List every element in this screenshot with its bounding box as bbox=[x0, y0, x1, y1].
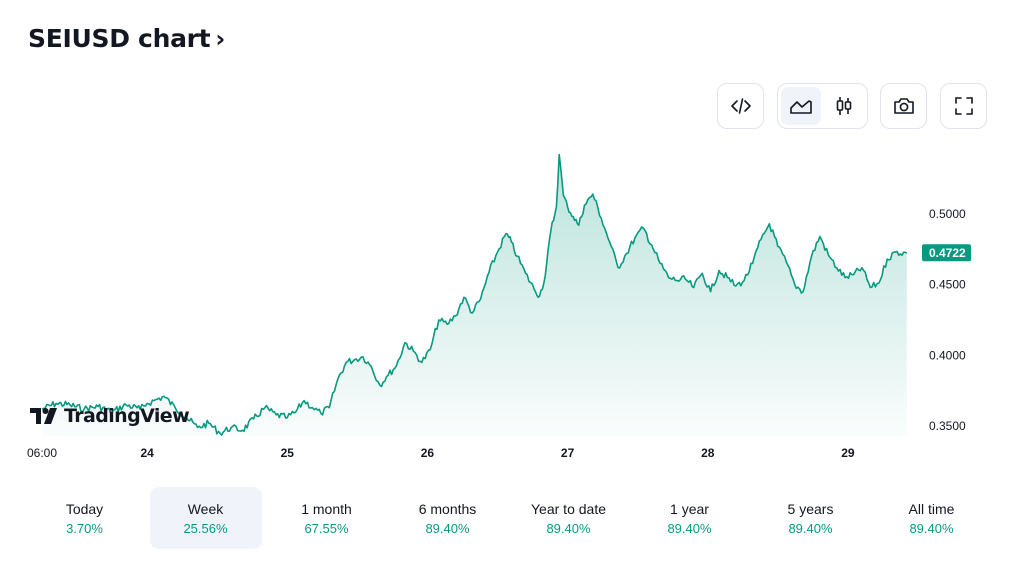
page-title[interactable]: SEIUSD chart › bbox=[28, 24, 225, 53]
y-tick-label: 0.3500 bbox=[929, 419, 966, 433]
period-1-year[interactable]: 1 year 89.40% bbox=[634, 487, 746, 549]
fullscreen-button[interactable] bbox=[940, 83, 987, 129]
x-tick-label: 06:00 bbox=[27, 446, 57, 460]
candlestick-icon bbox=[836, 97, 852, 115]
y-tick-label: 0.4500 bbox=[929, 278, 966, 292]
x-tick-label: 24 bbox=[140, 446, 154, 460]
area-chart-icon bbox=[789, 100, 812, 114]
page-title-text[interactable]: SEIUSD chart bbox=[28, 24, 211, 53]
fullscreen-icon bbox=[954, 97, 973, 115]
tradingview-logo-text: TradingView bbox=[64, 405, 190, 427]
tradingview-logo-icon bbox=[30, 408, 57, 424]
period-label: Year to date bbox=[531, 500, 606, 517]
period-change: 3.70% bbox=[66, 520, 103, 536]
period-change: 89.40% bbox=[667, 520, 712, 536]
period-5-years[interactable]: 5 years 89.40% bbox=[755, 487, 867, 549]
x-tick-label: 28 bbox=[701, 446, 715, 460]
price-chart[interactable]: 0.3500 0.4000 0.4500 0.5000 0.4722 06:00 24 25… bbox=[0, 140, 1024, 470]
period-change: 89.40% bbox=[788, 520, 833, 536]
period-label: Today bbox=[65, 500, 104, 517]
screenshot-button[interactable] bbox=[880, 83, 927, 129]
period-week[interactable]: Week 25.56% bbox=[149, 487, 262, 549]
y-tick-label: 0.4000 bbox=[929, 348, 966, 362]
period-label: 1 year bbox=[670, 500, 709, 517]
period-change: 89.40% bbox=[425, 520, 470, 536]
period-all-time[interactable]: All time 89.40% bbox=[876, 487, 988, 549]
period-selector: Today 3.70% Week 25.56% 1 month 67.55% 6 month… bbox=[28, 487, 996, 549]
x-tick-label: 26 bbox=[421, 446, 435, 460]
period-label: All time bbox=[908, 500, 955, 517]
y-tick-label: 0.5000 bbox=[929, 207, 966, 221]
chevron-right-icon[interactable]: › bbox=[215, 24, 225, 53]
price-area-fill bbox=[42, 154, 907, 436]
area-chart-button[interactable] bbox=[781, 87, 821, 125]
period-year-to-date[interactable]: Year to date 89.40% bbox=[513, 487, 625, 549]
embed-button[interactable] bbox=[717, 83, 764, 129]
tradingview-logo[interactable]: TradingView bbox=[30, 405, 190, 427]
price-line bbox=[41, 153, 908, 436]
period-change: 89.40% bbox=[546, 520, 591, 536]
period-label: 5 years bbox=[787, 500, 834, 517]
x-tick-label: 25 bbox=[281, 446, 295, 460]
period-today[interactable]: Today 3.70% bbox=[29, 487, 141, 549]
camera-icon bbox=[893, 98, 914, 114]
period-6-months[interactable]: 6 months 89.40% bbox=[392, 487, 504, 549]
embed-code-icon bbox=[730, 98, 751, 114]
period-label: 1 month bbox=[301, 500, 352, 517]
x-tick-label: 29 bbox=[841, 446, 855, 460]
period-change: 25.56% bbox=[183, 520, 228, 536]
period-1-month[interactable]: 1 month 67.55% bbox=[271, 487, 383, 549]
x-tick-label: 27 bbox=[561, 446, 575, 460]
last-price-badge: 0.4722 bbox=[922, 244, 971, 262]
last-price-label: 0.4722 bbox=[929, 246, 966, 260]
period-change: 67.55% bbox=[304, 520, 349, 536]
period-label: Week bbox=[187, 500, 224, 517]
chart-type-switch bbox=[777, 83, 868, 129]
period-label: 6 months bbox=[418, 500, 477, 517]
period-change: 89.40% bbox=[909, 520, 954, 536]
candlestick-button[interactable] bbox=[825, 87, 865, 125]
